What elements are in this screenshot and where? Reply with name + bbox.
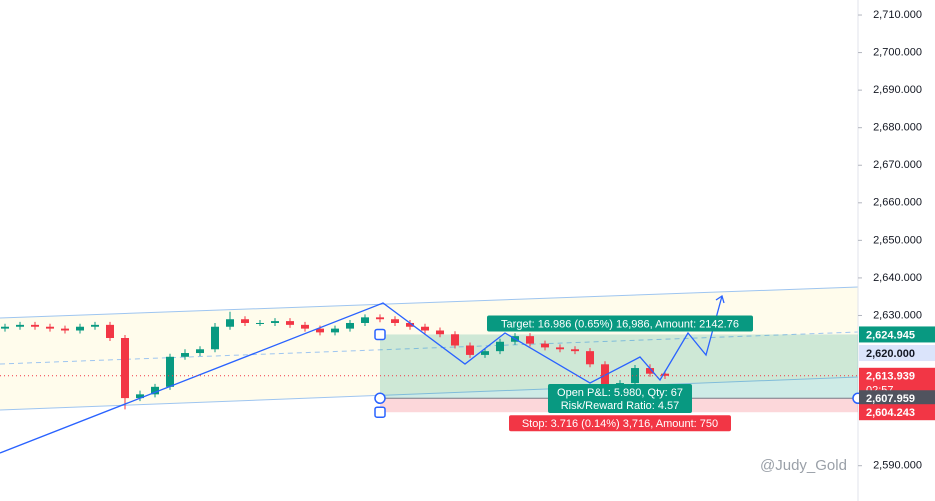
price-badge bbox=[859, 345, 935, 362]
candle-body bbox=[211, 326, 219, 350]
price-badge bbox=[859, 404, 935, 421]
candle-body bbox=[586, 351, 594, 365]
candle-body bbox=[151, 386, 159, 395]
watermark: @Judy_Gold bbox=[760, 457, 847, 474]
y-tick-label: 2,690.000 bbox=[873, 84, 922, 96]
candle-body bbox=[301, 324, 309, 329]
channel-lower bbox=[0, 376, 859, 411]
y-tick-label: 2,650.000 bbox=[873, 234, 922, 246]
candle-body bbox=[361, 317, 369, 323]
candle-body bbox=[166, 356, 174, 387]
y-tick-label: 2,660.000 bbox=[873, 197, 922, 209]
candle-body bbox=[436, 330, 444, 335]
y-tick-label: 2,680.000 bbox=[873, 122, 922, 134]
candle-body bbox=[391, 319, 399, 323]
candle-body bbox=[346, 322, 354, 329]
pnl-label: Open P&L: 5.980, Qty: 67 bbox=[557, 387, 683, 399]
candle-body bbox=[76, 326, 84, 331]
overlay: Target: 16.986 (0.65%) 16,986, Amount: 2… bbox=[0, 315, 864, 432]
position-label-bg bbox=[487, 315, 753, 332]
price-badge bbox=[859, 390, 935, 407]
projection-path bbox=[0, 295, 723, 454]
y-tick-label: 2,630.000 bbox=[873, 309, 922, 321]
price-badge-label: 2,613.939 bbox=[866, 371, 915, 383]
candle-body bbox=[16, 324, 24, 327]
price-axis: 2,710.000 2,700.000 2,690.000 2,680.000 2,67… bbox=[858, 9, 935, 472]
candle-body bbox=[1, 326, 9, 329]
price-badge-label: 2,624.945 bbox=[866, 329, 915, 341]
ratio-label: Risk/Reward Ratio: 4.57 bbox=[561, 400, 680, 412]
candle-body bbox=[136, 394, 144, 399]
price-badge bbox=[859, 326, 935, 343]
candle-body bbox=[406, 322, 414, 327]
candle-body bbox=[286, 321, 294, 325]
price-badge-label: 2,604.243 bbox=[866, 407, 915, 419]
position-label-bg bbox=[509, 415, 731, 432]
candle-body bbox=[646, 368, 654, 374]
candle-body bbox=[46, 326, 54, 329]
candle-body bbox=[271, 321, 279, 323]
candle-body bbox=[376, 317, 384, 320]
candle-body bbox=[481, 351, 489, 355]
candle-body bbox=[661, 373, 669, 376]
candle-body bbox=[316, 328, 324, 333]
y-tick-label: 2,590.000 bbox=[873, 460, 922, 472]
y-tick-label: 2,640.000 bbox=[873, 272, 922, 284]
candle-body bbox=[526, 336, 534, 344]
candle-body bbox=[631, 368, 639, 384]
y-tick-label: 2,670.000 bbox=[873, 159, 922, 171]
candle-body bbox=[106, 324, 114, 339]
channel-mid bbox=[0, 331, 859, 365]
candle-body bbox=[91, 324, 99, 327]
price-badge-label: 2,607.959 bbox=[866, 393, 915, 405]
projection-arrow bbox=[715, 294, 725, 304]
handle bbox=[374, 406, 386, 418]
candle-body bbox=[61, 328, 69, 331]
candle-body bbox=[226, 319, 234, 327]
candle-body bbox=[256, 322, 264, 324]
candle-body bbox=[466, 345, 474, 355]
handle bbox=[374, 328, 386, 341]
candle-body bbox=[181, 353, 189, 357]
y-tick-label: 2,710.000 bbox=[873, 9, 922, 21]
candle-body bbox=[31, 324, 39, 327]
position-label: Target: 16.986 (0.65%) 16,986, Amount: 2… bbox=[501, 318, 739, 330]
candle-body bbox=[571, 349, 579, 352]
pnl-label-bg bbox=[548, 384, 692, 413]
candle-body bbox=[421, 326, 429, 331]
price-badge-label: 2,620.000 bbox=[866, 348, 915, 360]
candle-body bbox=[451, 334, 459, 346]
candle-body bbox=[556, 347, 564, 350]
handle bbox=[374, 392, 386, 404]
candle-body bbox=[241, 319, 249, 323]
candle-body bbox=[496, 341, 504, 352]
candle-body bbox=[541, 343, 549, 348]
channel-upper bbox=[0, 286, 859, 319]
position-label: Stop: 3.716 (0.14%) 3,716, Amount: 750 bbox=[522, 418, 718, 430]
candle-body bbox=[121, 338, 129, 399]
candle-body bbox=[196, 349, 204, 354]
candle-body bbox=[331, 328, 339, 333]
y-tick-label: 2,700.000 bbox=[873, 46, 922, 58]
